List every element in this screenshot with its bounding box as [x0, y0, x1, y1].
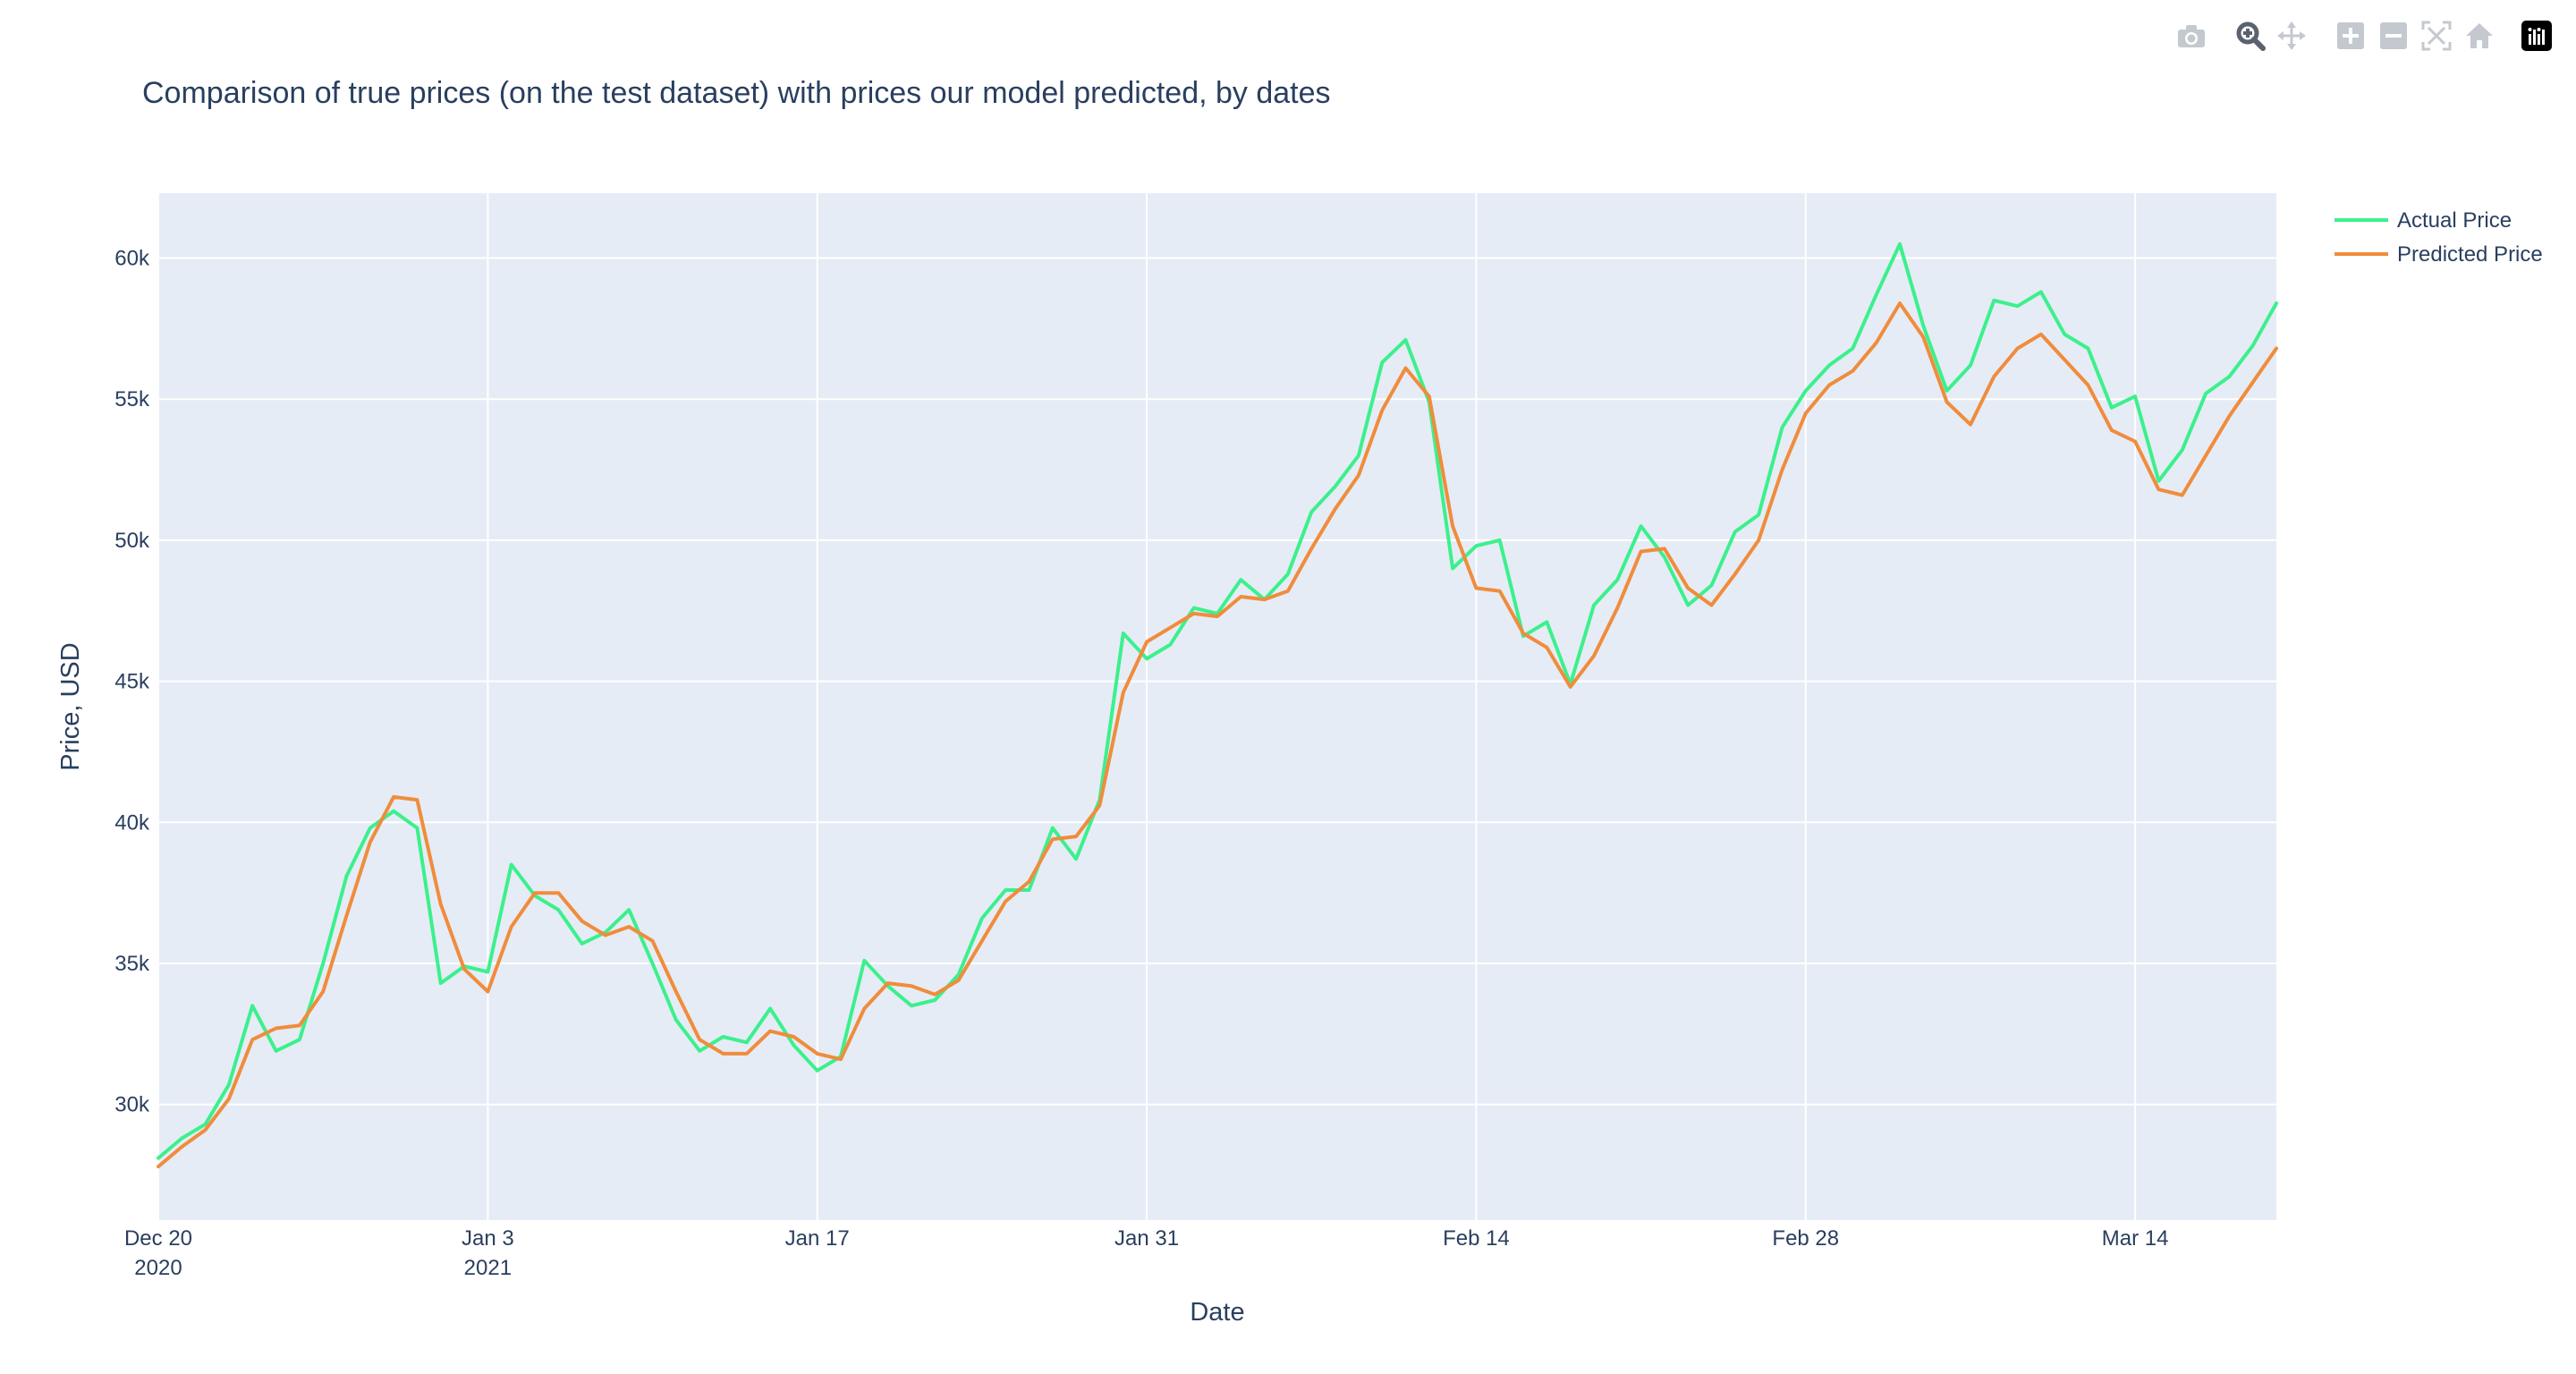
y-tick-label: 45k: [114, 670, 150, 694]
x-tick-sublabel: 2021: [464, 1256, 512, 1280]
x-tick-label: Jan 17: [785, 1226, 850, 1251]
legend[interactable]: Actual Price Predicted Price: [2334, 208, 2543, 267]
series-line-predicted-price[interactable]: [157, 301, 2278, 1169]
reset-axes-icon[interactable]: [2462, 18, 2497, 54]
y-tick-label: 50k: [114, 529, 150, 553]
y-tick-label: 35k: [114, 952, 150, 976]
camera-icon[interactable]: [2174, 18, 2209, 54]
x-tick-label: Feb 14: [1443, 1226, 1510, 1251]
plotly-logo-icon[interactable]: [2519, 18, 2555, 54]
legend-label: Predicted Price: [2397, 242, 2543, 267]
series-line-actual-price[interactable]: [157, 242, 2278, 1160]
x-tick-label: Jan 3: [462, 1226, 514, 1251]
pan-icon[interactable]: [2274, 18, 2309, 54]
x-tick-sublabel: 2020: [134, 1256, 182, 1280]
x-tick-label: Dec 20: [124, 1226, 192, 1251]
legend-item-actual-price[interactable]: Actual Price: [2334, 208, 2512, 233]
chart-title: Comparison of true prices (on the test d…: [142, 76, 1331, 110]
series-layer: [157, 242, 2278, 1169]
y-axis-title: Price, USD: [56, 642, 85, 770]
x-tick-label: Feb 28: [1772, 1226, 1839, 1251]
legend-label: Actual Price: [2397, 208, 2512, 233]
zoom-out-icon[interactable]: [2376, 18, 2411, 54]
y-axis-ticks: 30k 35k 40k 45k 50k 55k 60k: [114, 247, 150, 1117]
plot-area[interactable]: [158, 193, 2276, 1220]
legend-item-predicted-price[interactable]: Predicted Price: [2334, 242, 2543, 267]
autoscale-icon[interactable]: [2419, 18, 2454, 54]
x-tick-label: Jan 31: [1114, 1226, 1179, 1251]
x-axis-title: Date: [1190, 1298, 1244, 1327]
x-tick-label: Mar 14: [2102, 1226, 2169, 1251]
x-axis-ticks: Dec 20 2020 Jan 3 2021 Jan 17 Jan 31 Feb 14 Feb…: [124, 1226, 2169, 1280]
y-tick-label: 30k: [114, 1093, 150, 1117]
y-tick-label: 60k: [114, 247, 150, 271]
modebar: [2174, 18, 2567, 54]
gridlines: [157, 193, 2276, 1220]
zoom-icon[interactable]: [2233, 18, 2268, 54]
zoom-in-icon[interactable]: [2333, 18, 2368, 54]
y-tick-label: 40k: [114, 810, 150, 835]
y-tick-label: 55k: [114, 387, 150, 411]
